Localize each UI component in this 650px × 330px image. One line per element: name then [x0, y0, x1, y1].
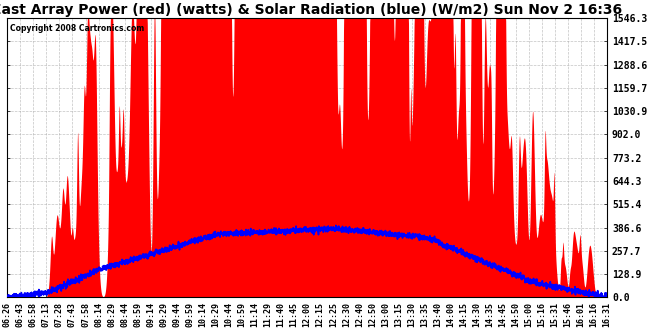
Title: East Array Power (red) (watts) & Solar Radiation (blue) (W/m2) Sun Nov 2 16:36: East Array Power (red) (watts) & Solar R… — [0, 3, 622, 17]
Text: Copyright 2008 Cartronics.com: Copyright 2008 Cartronics.com — [10, 23, 144, 33]
